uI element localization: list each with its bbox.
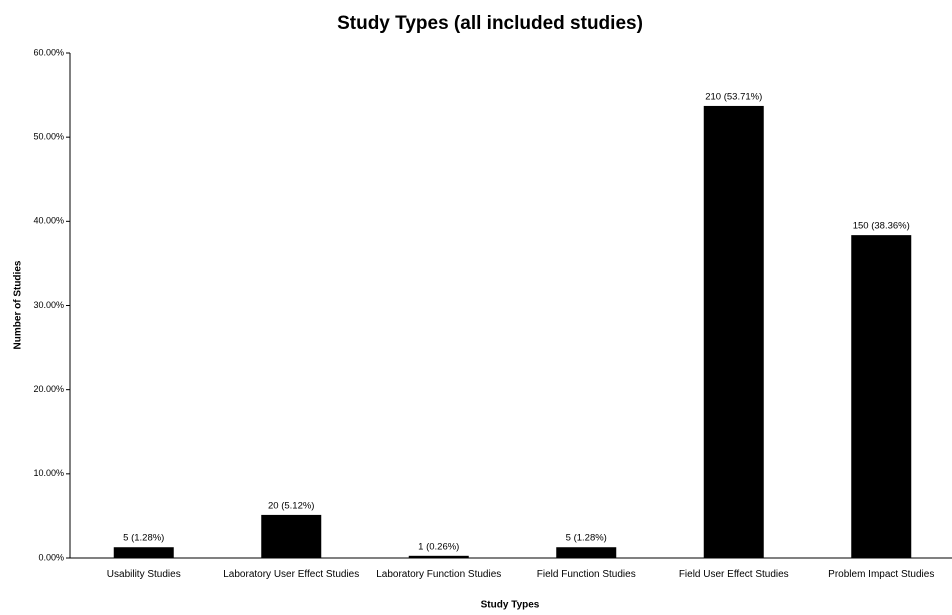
- y-tick-label: 20.00%: [33, 384, 64, 394]
- x-tick-label: Problem Impact Studies: [828, 569, 935, 580]
- x-tick-label: Field User Effect Studies: [678, 569, 789, 580]
- value-label: 210 (53.71%): [705, 91, 762, 102]
- y-tick-label: 30.00%: [33, 300, 64, 310]
- value-label: 20 (5.12%): [268, 500, 314, 511]
- x-tick-label: Laboratory Function Studies: [376, 569, 502, 580]
- bar: [556, 547, 617, 558]
- y-tick-label: 60.00%: [33, 47, 64, 57]
- value-label: 1 (0.26%): [418, 541, 459, 552]
- y-tick-label: 0.00%: [38, 552, 64, 562]
- x-axis-label: Study Types: [481, 600, 540, 611]
- chart-title: Study Types (all included studies): [337, 13, 643, 34]
- bar: [703, 105, 764, 559]
- value-label: 150 (38.36%): [853, 221, 910, 232]
- y-axis-label: Number of Studies: [13, 260, 24, 349]
- bar: [113, 547, 174, 558]
- bar: [851, 235, 912, 559]
- y-tick-label: 50.00%: [33, 132, 64, 142]
- x-tick-label: Usability Studies: [106, 569, 181, 580]
- y-tick-label: 40.00%: [33, 216, 64, 226]
- x-tick-label: Laboratory User Effect Studies: [223, 569, 360, 580]
- value-label: 5 (1.28%): [566, 533, 607, 544]
- bar: [261, 514, 322, 558]
- bar: [408, 555, 469, 558]
- y-tick-label: 10.00%: [33, 468, 64, 478]
- x-tick-label: Field Function Studies: [536, 569, 636, 580]
- value-label: 5 (1.28%): [123, 533, 164, 544]
